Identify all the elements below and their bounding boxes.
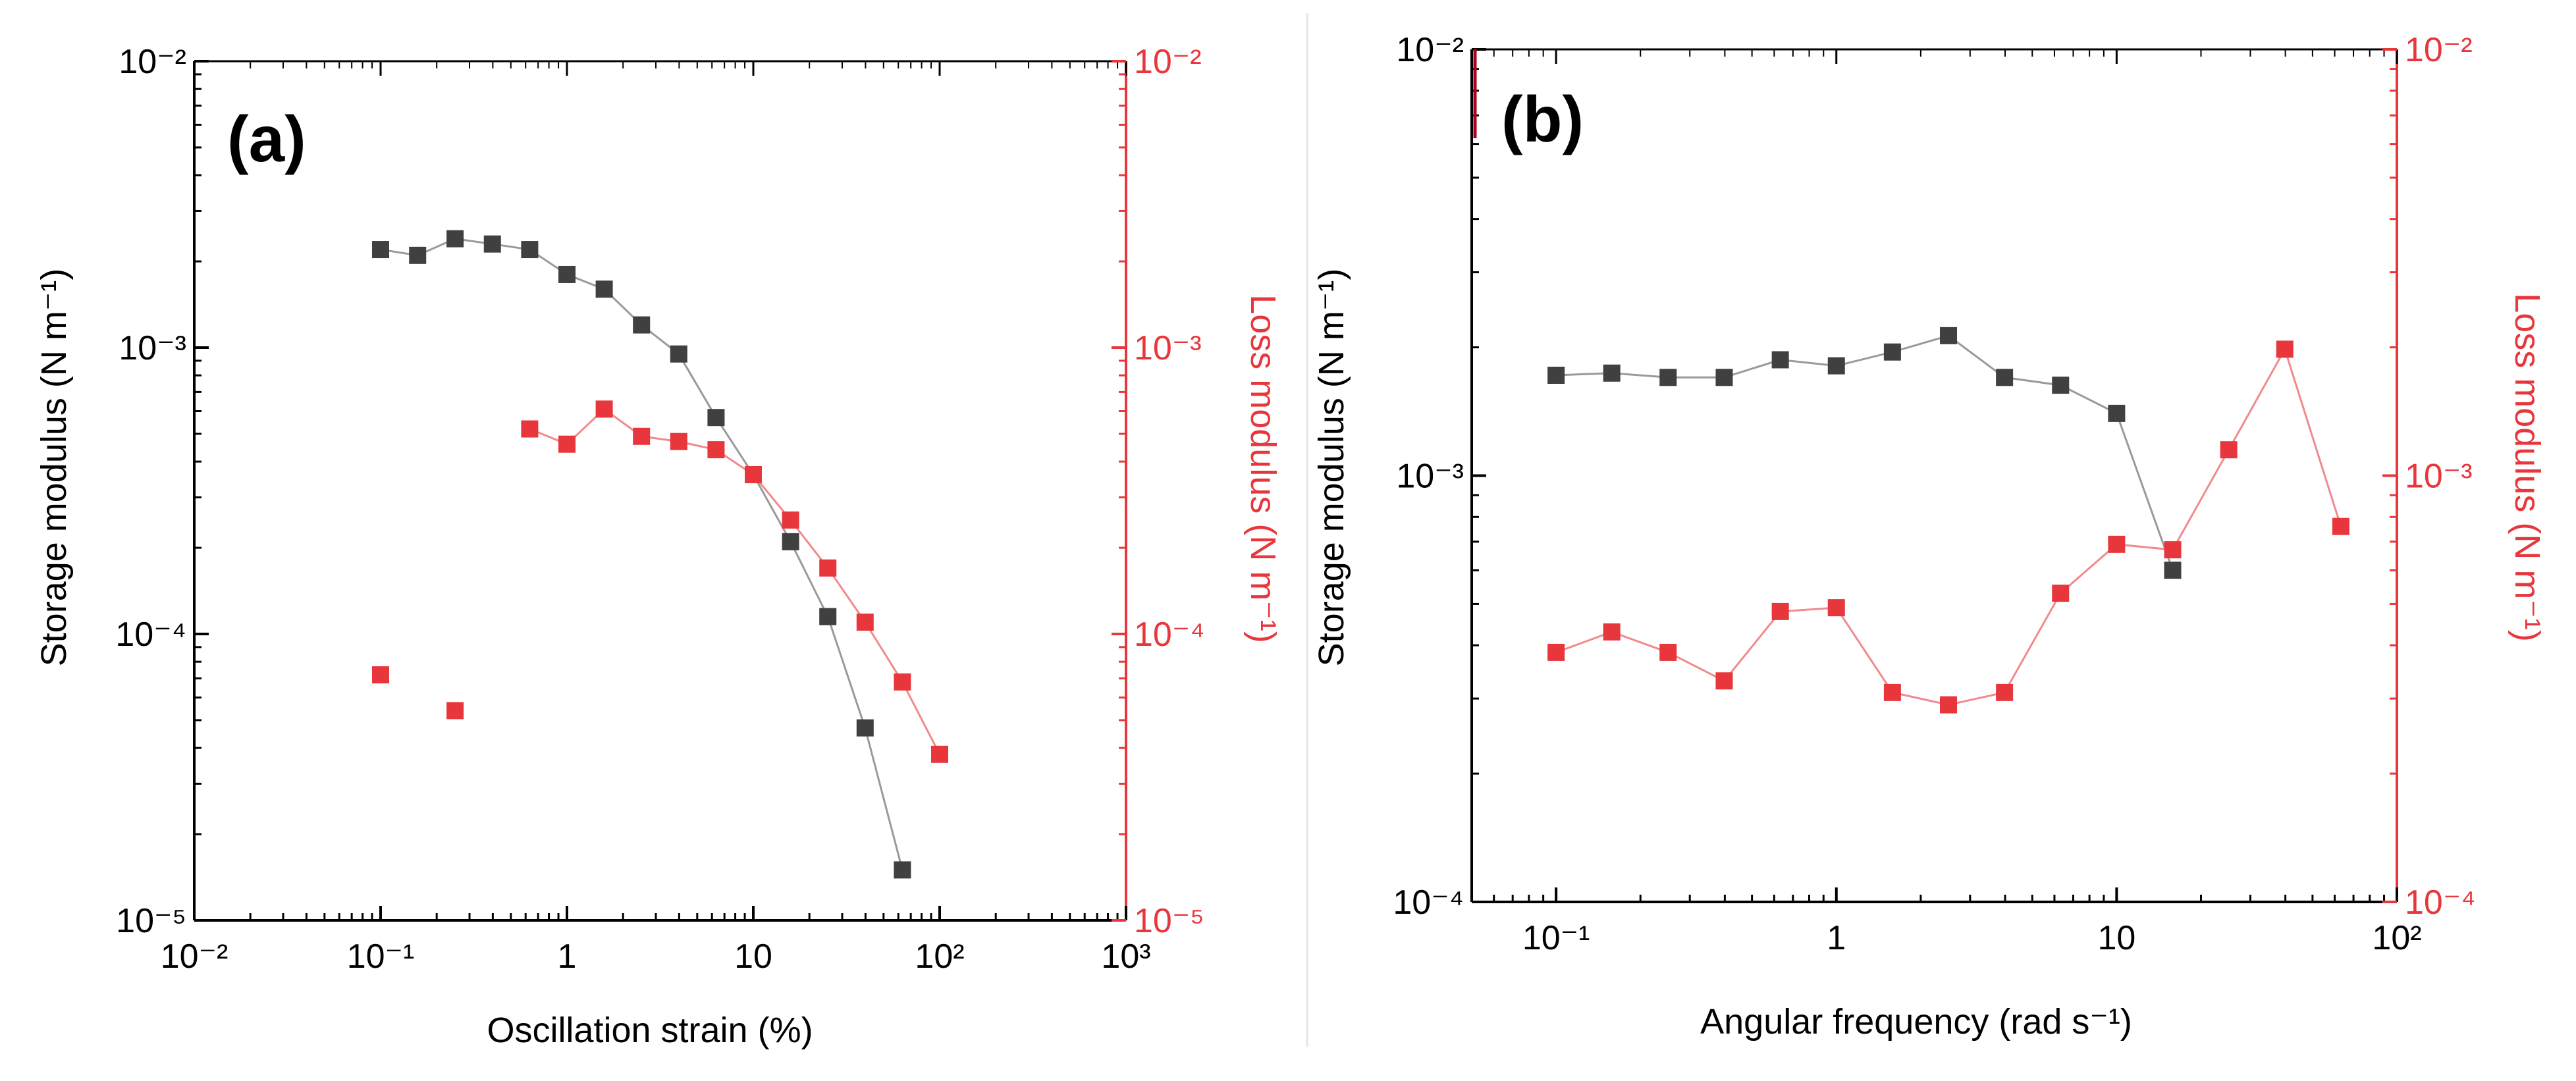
panel-a-storage-point (483, 235, 501, 253)
panel-a-loss-point (595, 400, 613, 418)
panel-a-storage-point (819, 608, 837, 625)
panel-a-right-tick-label: 10⁻² (1134, 43, 1202, 81)
panel-a-loss-point (856, 613, 874, 631)
panel-a-loss-point (894, 673, 911, 691)
panel-a-storage-point (558, 265, 576, 283)
panel-a-right-tick-label: 10⁻⁵ (1134, 902, 1204, 940)
panel-a-storage-point (782, 533, 799, 550)
panel-a-x-tick-label: 10³ (1101, 937, 1150, 976)
panel-b-storage-point (1603, 364, 1621, 382)
panel-b-loss-point (1996, 683, 2014, 701)
panel-b-storage-point (1996, 369, 2014, 386)
panel-b-right-tick-label: 10⁻³ (2405, 458, 2473, 496)
panel-b-loss-point (1940, 696, 1958, 714)
panel-b-storage-point (1940, 327, 1958, 344)
panel-a-loss-point (745, 466, 762, 484)
panel-a-left-tick-label: 10⁻² (119, 43, 186, 81)
panel-a-loss-point (931, 745, 948, 763)
panel-a-left-tick-label: 10⁻³ (119, 329, 186, 367)
panel-b-x-tick-label: 10 (2097, 919, 2135, 957)
panel-a-storage-point (521, 241, 539, 259)
panel-a-right-tick-label: 10⁻³ (1134, 329, 1202, 367)
panel-a-loss-point (558, 435, 576, 453)
panel-a-right-tick-label: 10⁻⁴ (1134, 616, 1205, 654)
panel-a-loss-point (819, 559, 837, 577)
panel-b-x-tick-label: 1 (1827, 919, 1846, 957)
panel-b-loss-point (1547, 643, 1565, 661)
panel-b-loss-point (2108, 535, 2126, 553)
panel-b-x-tick-label: 10⁻¹ (1522, 919, 1590, 957)
panel-b-right-tick-label: 10⁻² (2405, 31, 2473, 69)
panel-b-right-tick-label: 10⁻⁴ (2405, 883, 2476, 922)
panel-b-loss-point (2220, 441, 2238, 459)
panel-a: (a) Oscillation strain (%) Storage modul… (34, 43, 1283, 1050)
panel-b-right-axis-label: Loss modulus (N m⁻¹) (2508, 293, 2547, 642)
panel-a-loss-point (633, 427, 651, 445)
panel-b-storage-point (1883, 343, 1901, 361)
panel-a-loss-point (782, 511, 799, 529)
panel-b-storage-point (1659, 369, 1677, 386)
panel-b-loss-point (2052, 585, 2070, 602)
panel-a-storage-point (856, 719, 874, 737)
panel-b-x-axis-label: Angular frequency (rad s⁻¹) (1700, 1002, 2132, 1041)
panel-a-x-tick-label: 10 (734, 937, 772, 976)
panel-a-loss-point (707, 441, 725, 459)
panel-a-x-tick-label: 10⁻¹ (347, 937, 415, 976)
panel-a-loss-point (446, 702, 464, 720)
panel-b-loss-point (2276, 340, 2294, 358)
panel-a-storage-point (894, 861, 911, 879)
panel-a-left-tick-label: 10⁻⁵ (116, 902, 186, 940)
panel-a-x-axis-label: Oscillation strain (%) (487, 1011, 813, 1050)
panel-b-left-axis-label: Storage modulus (N m⁻¹) (1312, 269, 1351, 667)
panel-a-storage-point (595, 280, 613, 298)
panel-a-x-tick-label: 10⁻² (161, 937, 228, 976)
panel-b-storage-point (2108, 404, 2126, 422)
panel-b-x-tick-label: 10² (2372, 919, 2421, 957)
panel-b-storage-point (1547, 366, 1565, 384)
panel-b-storage-line (1556, 334, 2174, 571)
panel-a-right-axis-label: Loss modulus (N m⁻¹) (1243, 294, 1283, 643)
panel-b-label: (b) (1501, 83, 1584, 155)
panel-b-storage-point (2164, 562, 2182, 579)
panel-a-left-axis-label: Storage modulus (N m⁻¹) (34, 269, 74, 667)
panel-a-loss-point (670, 433, 687, 450)
panel-a-storage-point (707, 409, 725, 427)
panel-b-loss-point (2164, 541, 2182, 559)
panel-b-storage-point (1771, 351, 1789, 369)
panel-a-loss-point (372, 666, 389, 684)
panel-b-left-tick-label: 10⁻⁴ (1393, 883, 1464, 922)
panel-a-x-tick-label: 1 (558, 937, 577, 976)
panel-b-loss-point (2332, 517, 2349, 535)
panel-b-loss-point (1827, 599, 1845, 617)
panel-b-storage-point (2052, 377, 2070, 394)
panel-a-storage-point (633, 316, 651, 334)
panel-b-left-tick-label: 10⁻² (1396, 31, 1464, 69)
panel-b-loss-point (1715, 672, 1733, 690)
panel-a-storage-point (446, 230, 464, 248)
panel-b-loss-point (1883, 683, 1901, 701)
panel-b-loss-point (1603, 623, 1621, 641)
panel-b-left-tick-label: 10⁻³ (1396, 458, 1464, 496)
panel-b: (b) Angular frequency (rad s⁻¹) Storage … (1312, 31, 2547, 1041)
panel-a-storage-point (372, 241, 389, 259)
panel-b-loss-point (1659, 643, 1677, 661)
panel-a-left-tick-label: 10⁻⁴ (115, 616, 186, 654)
panel-b-loss-point (1771, 602, 1789, 620)
panel-a-loss-point (521, 420, 539, 438)
panel-b-storage-point (1715, 369, 1733, 386)
panel-a-storage-point (670, 345, 687, 363)
panel-a-storage-point (409, 246, 427, 264)
panel-a-label: (a) (227, 103, 306, 175)
panel-b-storage-point (1827, 357, 1845, 375)
panel-a-x-tick-label: 10² (915, 937, 964, 976)
